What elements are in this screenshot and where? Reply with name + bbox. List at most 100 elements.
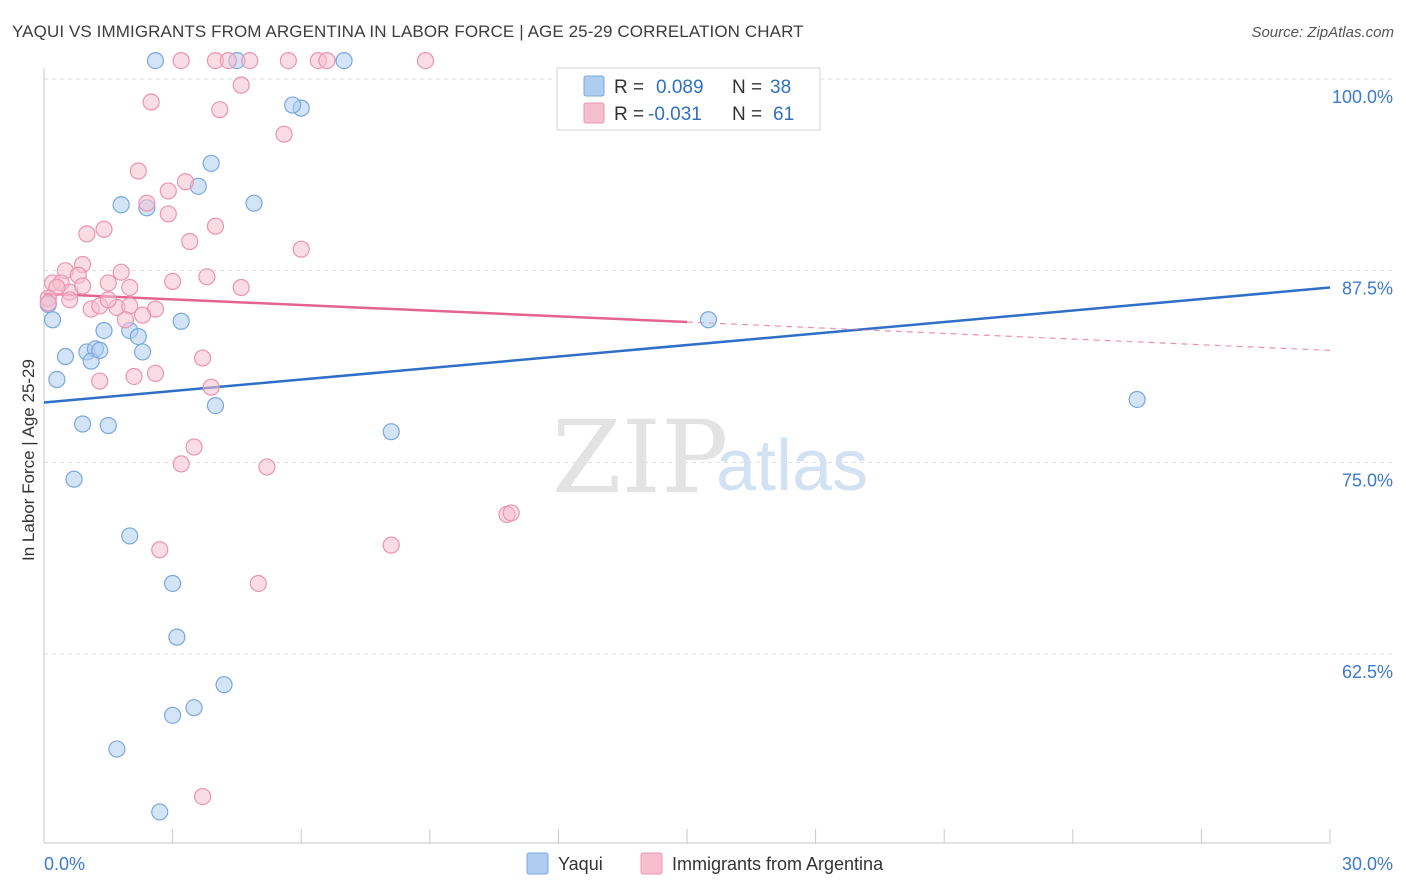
x-tick-marks: [43, 829, 1331, 843]
point-argentina-14: [159, 182, 177, 200]
point-argentina-35: [61, 291, 79, 309]
point-yaqui-29: [168, 628, 186, 646]
legend-r-value-1: 0.089: [656, 77, 704, 98]
point-yaqui-13: [95, 321, 113, 340]
legend-n-label-1: N =: [732, 77, 762, 98]
point-argentina-21: [292, 240, 310, 258]
point-yaqui-7: [245, 194, 263, 212]
legend-r-label-2: R =: [614, 104, 644, 125]
point-argentina-6: [318, 51, 336, 70]
point-argentina-0: [172, 51, 190, 70]
bottom-legend-label-argentina: Immigrants from Argentina: [672, 854, 884, 874]
point-argentina-58: [194, 787, 212, 806]
point-yaqui-2: [335, 51, 353, 70]
point-yaqui-37: [91, 341, 109, 359]
point-yaqui-27: [121, 527, 139, 545]
point-argentina-11: [275, 125, 293, 143]
point-argentina-3: [241, 51, 259, 70]
x-tick-label-max: 30.0%: [1342, 854, 1393, 874]
point-argentina-18: [95, 220, 113, 238]
point-yaqui-0: [146, 51, 165, 70]
point-argentina-54: [502, 504, 520, 522]
point-argentina-12: [129, 162, 147, 180]
trend-lines: [43, 286, 1331, 404]
point-yaqui-15: [129, 328, 147, 346]
point-argentina-50: [185, 438, 203, 456]
trend-line-yaqui: [43, 286, 1331, 404]
bottom-legend-label-yaqui: Yaqui: [558, 854, 603, 874]
point-argentina-44: [121, 278, 139, 297]
bottom-legend: Yaqui Immigrants from Argentina: [526, 852, 884, 875]
point-yaqui-16: [56, 347, 75, 366]
point-argentina-48: [91, 372, 109, 390]
point-yaqui-28: [164, 574, 182, 593]
point-argentina-29: [164, 272, 182, 290]
point-yaqui-21: [48, 370, 66, 389]
point-argentina-49: [202, 378, 220, 396]
point-argentina-60: [73, 277, 92, 295]
y-axis-label: In Labor Force | Age 25-29: [19, 359, 38, 561]
legend-swatch-yaqui: [583, 75, 605, 97]
legend-r-value-2: -0.031: [648, 104, 702, 125]
point-argentina-7: [416, 51, 435, 70]
point-argentina-30: [198, 268, 216, 286]
y-tick-label-3: 100.0%: [1332, 87, 1393, 107]
legend-n-value-2: 61: [773, 104, 794, 125]
point-yaqui-33: [108, 740, 126, 758]
point-yaqui-4: [284, 96, 302, 114]
point-argentina-2: [219, 51, 237, 70]
trend-line-argentina-extension: [686, 321, 1331, 351]
grid-lines: [44, 78, 1393, 655]
point-argentina-46: [146, 364, 165, 382]
point-argentina-42: [116, 311, 135, 329]
legend-swatch-argentina: [583, 102, 605, 124]
point-argentina-4: [279, 51, 297, 70]
point-argentina-59: [39, 294, 57, 312]
watermark-atlas: atlas: [716, 426, 868, 506]
point-yaqui-34: [151, 803, 169, 821]
source-credit: Source: ZipAtlas.com: [1251, 24, 1394, 41]
watermark-zip: ZIP: [552, 399, 728, 516]
point-argentina-8: [232, 76, 250, 94]
point-argentina-10: [211, 101, 229, 119]
point-yaqui-12: [172, 312, 190, 330]
point-yaqui-5: [202, 154, 220, 172]
point-argentina-47: [125, 367, 143, 386]
x-tick-label-min: 0.0%: [44, 854, 85, 874]
legend-n-value-1: 38: [770, 77, 791, 98]
point-argentina-43: [99, 291, 117, 309]
point-argentina-20: [181, 232, 199, 251]
point-yaqui-36: [1128, 390, 1146, 409]
bottom-legend-swatch-argentina: [640, 852, 663, 875]
scatter-points: [39, 51, 1146, 821]
point-yaqui-24: [206, 397, 225, 415]
point-yaqui-31: [185, 699, 203, 717]
bottom-legend-swatch-yaqui: [526, 852, 549, 875]
trend-line-argentina: [43, 292, 688, 324]
y-tick-label-0: 62.5%: [1342, 662, 1393, 682]
point-argentina-28: [99, 274, 117, 292]
point-yaqui-35: [699, 311, 718, 329]
point-argentina-17: [206, 217, 225, 235]
point-argentina-31: [232, 278, 250, 297]
point-argentina-9: [142, 93, 160, 111]
point-argentina-55: [382, 536, 400, 554]
point-argentina-13: [176, 173, 195, 191]
point-argentina-51: [172, 455, 190, 473]
y-tick-label-1: 75.0%: [1342, 470, 1393, 490]
y-tick-labels: 62.5% 75.0% 87.5% 100.0%: [1332, 87, 1393, 682]
point-yaqui-25: [382, 423, 400, 441]
point-argentina-16: [159, 205, 177, 223]
point-argentina-45: [194, 349, 212, 367]
point-yaqui-22: [73, 415, 92, 433]
point-argentina-15: [138, 194, 156, 212]
chart-title: YAQUI VS IMMIGRANTS FROM ARGENTINA IN LA…: [12, 22, 804, 41]
point-yaqui-30: [215, 676, 233, 694]
legend-box: R = 0.089 N = 38 R = -0.031 N = 61: [556, 67, 821, 131]
point-argentina-24: [112, 263, 130, 281]
point-yaqui-20: [133, 343, 152, 361]
legend-r-label-1: R =: [614, 77, 644, 98]
point-argentina-56: [151, 541, 169, 559]
legend-n-label-2: N =: [732, 104, 762, 125]
